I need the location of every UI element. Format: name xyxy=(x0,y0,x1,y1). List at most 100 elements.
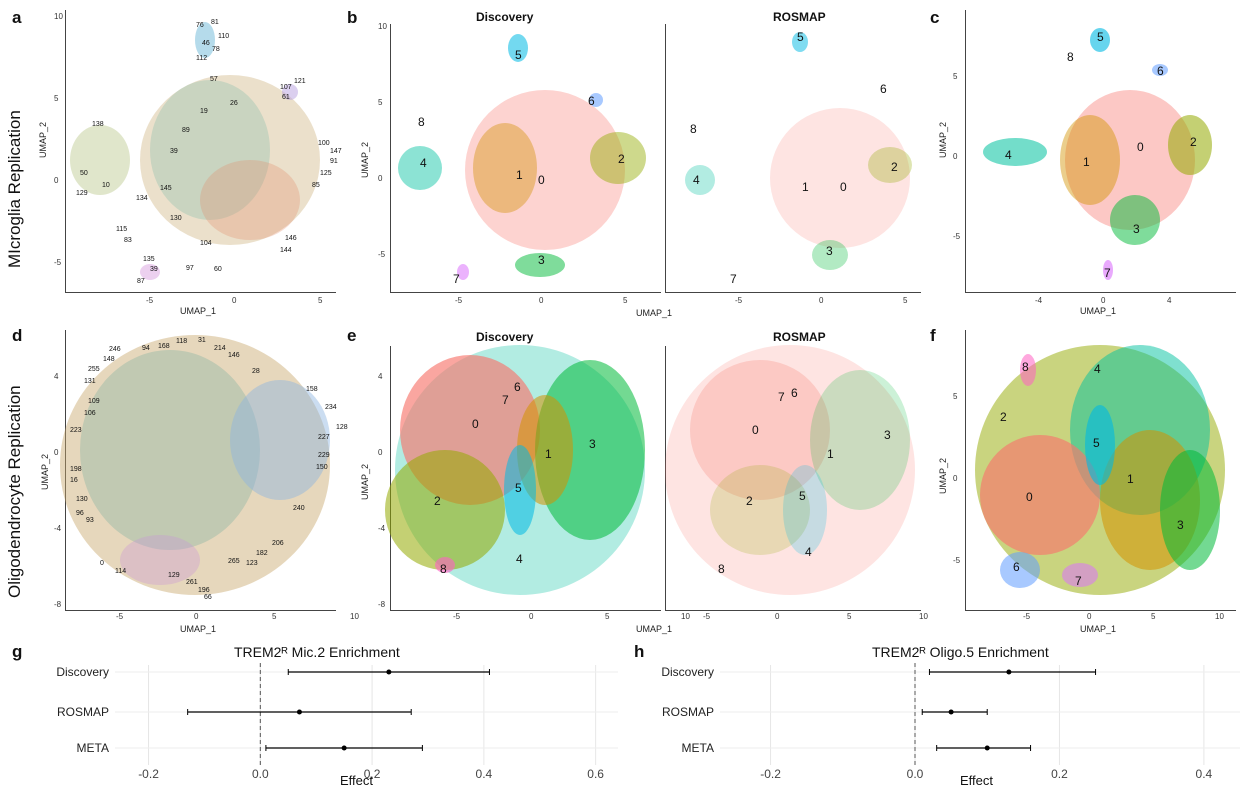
forest-h-point xyxy=(984,745,990,751)
d-xtick: -5 xyxy=(116,612,124,621)
forest-h-xlabel: Effect xyxy=(960,773,994,788)
umap-b-disc-6 xyxy=(589,93,603,107)
d-ytick: -8 xyxy=(54,600,62,609)
cluster-d: 114 xyxy=(115,568,127,575)
cluster-d: 28 xyxy=(252,368,260,375)
umap-a-top xyxy=(195,22,215,58)
cluster-a: 57 xyxy=(210,76,218,83)
cluster-e-disc: 3 xyxy=(589,437,596,451)
frame-b-discovery xyxy=(390,24,661,293)
cluster-a: 76 xyxy=(196,22,204,29)
xlabel-f: UMAP_1 xyxy=(1080,624,1117,634)
b-disc-xtick: 0 xyxy=(539,296,544,305)
cluster-e-ros: 4 xyxy=(805,545,812,559)
umap-f-6 xyxy=(1000,552,1040,588)
frame-b-rosmap xyxy=(665,24,921,293)
cluster-e-disc: 2 xyxy=(434,494,441,508)
forest-h-category: ROSMAP xyxy=(662,705,714,719)
cluster-d: 106 xyxy=(84,410,96,417)
cluster-a: 115 xyxy=(116,226,128,233)
e-disc-xtick: -5 xyxy=(453,612,461,621)
cluster-e-disc: 6 xyxy=(514,380,521,394)
cluster-a: 100 xyxy=(318,140,330,147)
cluster-d: 255 xyxy=(88,366,100,373)
cluster-d: 182 xyxy=(256,550,268,557)
cluster-d: 198 xyxy=(70,466,82,473)
umap-e-disc-3 xyxy=(535,360,645,540)
cluster-b-ros: 1 xyxy=(802,180,809,194)
d-ytick: 4 xyxy=(54,372,59,381)
forest-h-title: TREM2ᴿ Oligo.5 Enrichment xyxy=(872,644,1049,660)
cluster-a: 110 xyxy=(218,33,230,40)
d-ytick: -4 xyxy=(54,524,62,533)
cluster-c: 2 xyxy=(1190,135,1197,149)
cluster-b-ros: 4 xyxy=(693,173,700,187)
umap-a-lower xyxy=(200,160,300,240)
cluster-e-ros: 5 xyxy=(799,489,806,503)
cluster-e-ros: 0 xyxy=(752,423,759,437)
umap-e-ros-0 xyxy=(665,345,915,595)
umap-b-ros-4 xyxy=(685,165,715,195)
forest-g-xtick: 0.4 xyxy=(476,767,493,781)
cluster-c: 7 xyxy=(1104,266,1111,280)
cluster-a: 61 xyxy=(282,94,290,101)
cluster-d: 66 xyxy=(204,594,212,601)
forest-g-xtick: 0.6 xyxy=(587,767,604,781)
cluster-e-ros: 6 xyxy=(791,386,798,400)
cluster-d: 223 xyxy=(70,427,82,434)
umap-b-ros-5 xyxy=(792,32,808,52)
umap-c-1 xyxy=(1060,115,1120,205)
umap-b-disc-3 xyxy=(515,253,565,277)
frame-c xyxy=(965,10,1236,293)
a-xtick: -5 xyxy=(146,296,154,305)
panel-label-d: d xyxy=(12,326,23,345)
forest-h-category: Discovery xyxy=(661,665,714,679)
umap-e-disc-8 xyxy=(435,557,455,573)
f-ytick: 5 xyxy=(953,392,958,401)
forest-h-category: META xyxy=(682,741,714,755)
umap-f-8 xyxy=(1020,354,1036,386)
cluster-f: 1 xyxy=(1127,472,1134,486)
forest-h-xtick: -0.2 xyxy=(760,767,781,781)
umap-b-disc-2 xyxy=(590,132,646,184)
cluster-a: 121 xyxy=(294,78,306,85)
umap-a-core xyxy=(150,80,270,220)
cluster-b-ros: 3 xyxy=(826,244,833,258)
forest-h-xtick: 0.4 xyxy=(1196,767,1213,781)
frame-f xyxy=(965,330,1236,611)
cluster-e-ros: 2 xyxy=(746,494,753,508)
cluster-a: 19 xyxy=(200,108,208,115)
forest-g-category: META xyxy=(77,741,109,755)
cluster-e-ros: 1 xyxy=(827,447,834,461)
cluster-b-disc: 5 xyxy=(515,48,522,62)
b-ros-xtick: 0 xyxy=(819,296,824,305)
umap-b-ros-2 xyxy=(868,147,912,183)
cluster-e-disc: 7 xyxy=(502,393,509,407)
umap-f-5 xyxy=(1085,405,1115,485)
a-ytick: -5 xyxy=(54,258,62,267)
cluster-d: 240 xyxy=(293,505,305,512)
forest-g-point xyxy=(341,745,347,751)
umap-e-ros-3 xyxy=(810,370,910,510)
cluster-a: 81 xyxy=(211,19,219,26)
cluster-a: 46 xyxy=(202,40,210,47)
e-disc-ytick: 4 xyxy=(378,372,383,381)
umap-c-6 xyxy=(1152,64,1168,76)
cluster-c: 3 xyxy=(1133,222,1140,236)
cluster-b-disc: 4 xyxy=(420,156,427,170)
cluster-d: 109 xyxy=(88,398,100,405)
umap-c-2 xyxy=(1168,115,1212,175)
xlabel-e: UMAP_1 xyxy=(636,624,673,634)
cluster-a: 85 xyxy=(312,182,320,189)
e-disc-xtick: 0 xyxy=(529,612,534,621)
cluster-d: 148 xyxy=(103,356,115,363)
forest-h-xtick: 0.0 xyxy=(907,767,924,781)
panel-label-b: b xyxy=(347,8,358,27)
umap-e-disc-2 xyxy=(385,450,505,570)
xlabel-c: UMAP_1 xyxy=(1080,306,1117,316)
f-xtick: 5 xyxy=(1151,612,1156,621)
xlabel-b: UMAP_1 xyxy=(636,308,673,318)
cluster-e-ros: 8 xyxy=(718,562,725,576)
cluster-f: 7 xyxy=(1075,574,1082,588)
forest-g-category: Discovery xyxy=(56,665,109,679)
